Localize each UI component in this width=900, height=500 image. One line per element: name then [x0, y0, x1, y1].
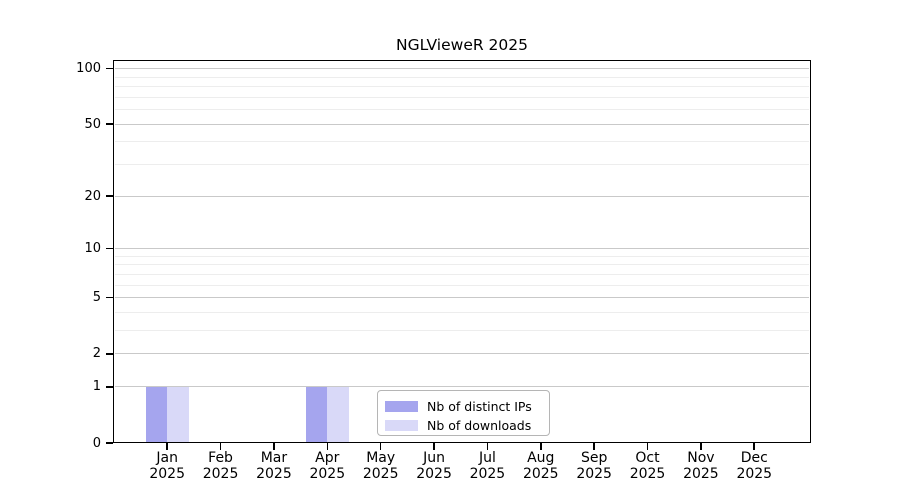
- bar-downloads-jan: [167, 386, 189, 443]
- y-tick-label-1: 1: [92, 379, 101, 395]
- major-gridline-100: [114, 68, 809, 70]
- x-label-month: Sep: [580, 450, 608, 466]
- minor-gridline-70: [114, 96, 809, 98]
- y-tick-50: [106, 123, 113, 125]
- x-tick-nov: [700, 443, 702, 450]
- legend-item-distinct-ips: Nb of distinct IPs: [378, 397, 549, 416]
- x-tick-label-feb: Feb 2025: [189, 450, 253, 482]
- x-label-month: Jan: [156, 450, 178, 466]
- minor-gridline-30: [114, 163, 809, 165]
- x-label-month: Dec: [740, 450, 768, 466]
- legend-label-downloads: Nb of downloads: [427, 418, 532, 433]
- x-tick-mar: [273, 443, 275, 450]
- x-label-month: Aug: [527, 450, 555, 466]
- minor-gridline-6: [114, 284, 809, 286]
- y-tick-20: [106, 195, 113, 197]
- y-tick-5: [106, 296, 113, 299]
- y-tick-label-100: 100: [76, 61, 101, 77]
- x-tick-label-sep: Sep 2025: [562, 450, 626, 482]
- x-tick-oct: [646, 443, 649, 450]
- y-tick-0: [106, 442, 113, 444]
- plot-area: [113, 59, 811, 443]
- major-gridline-5: [114, 297, 809, 299]
- x-tick-label-nov: Nov 2025: [669, 450, 733, 482]
- x-tick-dec: [753, 443, 756, 450]
- x-tick-label-apr: Apr 2025: [295, 450, 359, 482]
- chart-title: NGLVieweR 2025: [396, 36, 528, 54]
- minor-gridline-80: [114, 86, 809, 87]
- x-tick-label-jul: Jul 2025: [455, 450, 519, 482]
- x-label-year: 2025: [149, 465, 185, 482]
- x-tick-sep: [593, 443, 595, 450]
- major-gridline-50: [114, 123, 809, 125]
- y-tick-label-0: 0: [92, 435, 101, 451]
- y-tick-label-10: 10: [84, 240, 101, 256]
- x-label-year: 2025: [576, 465, 612, 482]
- x-tick-may: [379, 443, 382, 450]
- x-tick-jun: [433, 443, 435, 450]
- x-label-year: 2025: [362, 465, 399, 482]
- minor-gridline-7: [114, 273, 809, 275]
- y-tick-label-2: 2: [92, 346, 101, 362]
- x-tick-aug: [539, 443, 542, 450]
- x-tick-jul: [486, 443, 489, 450]
- minor-gridline-40: [114, 141, 809, 143]
- x-tick-apr: [326, 443, 329, 450]
- x-label-year: 2025: [683, 465, 719, 482]
- minor-gridline-9: [114, 255, 809, 257]
- legend-swatch-distinct-ips: [385, 401, 418, 412]
- minor-gridline-3: [114, 330, 809, 332]
- x-label-month: Nov: [687, 450, 715, 466]
- x-label-year: 2025: [522, 465, 559, 482]
- x-label-month: Oct: [635, 450, 660, 466]
- y-tick-2: [106, 353, 113, 355]
- bar-distinct-ips-jan: [145, 386, 168, 443]
- y-tick-10: [106, 247, 113, 250]
- x-label-month: May: [366, 450, 396, 466]
- y-tick-100: [106, 67, 113, 70]
- x-label-year: 2025: [629, 465, 666, 482]
- x-label-year: 2025: [736, 465, 773, 482]
- x-tick-feb: [219, 443, 222, 450]
- minor-gridline-60: [114, 109, 809, 110]
- x-label-year: 2025: [256, 465, 292, 482]
- x-tick-label-dec: Dec 2025: [722, 450, 786, 482]
- y-tick-label-20: 20: [84, 188, 101, 204]
- x-label-year: 2025: [309, 465, 346, 482]
- x-tick-label-mar: Mar 2025: [242, 450, 306, 482]
- x-label-month: Feb: [208, 450, 233, 466]
- y-tick-1: [106, 385, 113, 388]
- legend: Nb of distinct IPs Nb of downloads: [377, 390, 550, 436]
- x-label-month: Apr: [315, 450, 340, 466]
- x-label-month: Jul: [478, 450, 496, 466]
- minor-gridline-90: [114, 76, 809, 78]
- x-label-month: Mar: [260, 450, 288, 466]
- x-tick-label-jan: Jan 2025: [135, 450, 199, 482]
- x-tick-label-oct: Oct 2025: [616, 450, 680, 482]
- x-tick-label-aug: Aug 2025: [509, 450, 573, 482]
- y-tick-label-50: 50: [84, 116, 101, 132]
- x-label-year: 2025: [202, 465, 239, 482]
- x-label-month: Jun: [423, 450, 445, 466]
- x-label-year: 2025: [416, 465, 452, 482]
- minor-gridline-8: [114, 264, 809, 266]
- major-gridline-20: [114, 195, 809, 197]
- x-label-year: 2025: [469, 465, 506, 482]
- y-tick-label-5: 5: [92, 290, 101, 306]
- bar-downloads-apr: [327, 386, 349, 443]
- major-gridline-10: [114, 247, 809, 249]
- legend-swatch-downloads: [385, 420, 418, 431]
- legend-item-downloads: Nb of downloads: [378, 416, 549, 435]
- legend-label-distinct-ips: Nb of distinct IPs: [427, 399, 532, 414]
- x-tick-label-may: May 2025: [349, 450, 413, 482]
- x-tick-jan: [166, 443, 168, 450]
- x-tick-label-jun: Jun 2025: [402, 450, 466, 482]
- major-gridline-1: [114, 386, 809, 388]
- minor-gridline-4: [114, 311, 809, 313]
- bar-distinct-ips-apr: [305, 386, 328, 443]
- major-gridline-2: [114, 353, 809, 355]
